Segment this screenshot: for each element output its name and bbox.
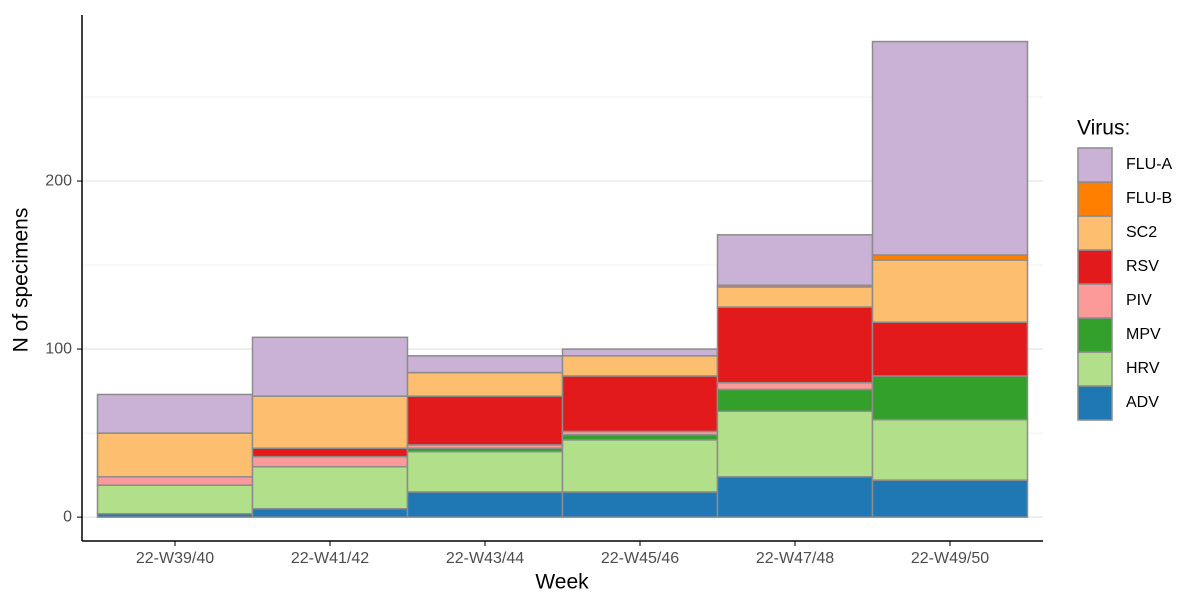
bar-segment: [871, 479, 1029, 518]
legend-key: [1077, 249, 1113, 285]
x-axis-title: Week: [535, 571, 589, 594]
y-tick-label: 200: [45, 172, 72, 189]
bar-segment: [251, 336, 409, 397]
legend-key: [1077, 147, 1113, 183]
x-tick-label: 22-W39/40: [136, 550, 214, 567]
bar-segment: [406, 355, 564, 374]
bar-segment: [561, 434, 719, 441]
bar-segment: [96, 476, 254, 486]
bar-segment: [871, 259, 1029, 323]
y-tick-label: 0: [63, 508, 72, 525]
bar-segment: [716, 381, 874, 391]
bar-segment: [561, 439, 719, 493]
bar-segment: [251, 465, 409, 510]
bar-segment: [871, 321, 1029, 377]
bar-segment: [716, 286, 874, 308]
legend-label: ADV: [1126, 394, 1159, 411]
x-tick-label: 22-W41/42: [291, 550, 369, 567]
y-tick-label: 100: [45, 340, 72, 357]
bar-segment: [251, 455, 409, 468]
legend-key: [1077, 351, 1113, 387]
legend-label: MPV: [1126, 326, 1161, 343]
legend-label: SC2: [1126, 224, 1157, 241]
x-tick-label: 22-W43/44: [446, 550, 524, 567]
y-axis-title: N of specimens: [10, 208, 33, 353]
bar-segment: [716, 410, 874, 478]
bar-segment: [871, 40, 1029, 256]
legend-label: HRV: [1126, 360, 1160, 377]
bar-segment: [96, 432, 254, 478]
bar-segment: [716, 234, 874, 286]
bar-segment: [871, 375, 1029, 421]
bar-segment: [406, 450, 564, 493]
legend-key: [1077, 317, 1113, 353]
bar-segment: [871, 418, 1029, 481]
legend-key: [1077, 215, 1113, 251]
bar-segment: [561, 491, 719, 518]
x-tick-label: 22-W45/46: [601, 550, 679, 567]
legend-label: FLU-A: [1126, 156, 1173, 173]
legend-key: [1077, 181, 1113, 217]
legend-label: FLU-B: [1126, 190, 1172, 207]
legend-key: [1077, 385, 1113, 421]
bar-segment: [716, 476, 874, 518]
bar-segment: [406, 371, 564, 397]
bar-segment: [561, 348, 719, 357]
legend-key: [1077, 283, 1113, 319]
bar-segment: [406, 395, 564, 446]
legend-label: RSV: [1126, 258, 1159, 275]
x-tick-label: 22-W49/50: [911, 550, 989, 567]
bar-segment: [561, 375, 719, 433]
x-tick-label: 22-W47/48: [756, 550, 834, 567]
bar-segment: [561, 355, 719, 377]
bar-segment: [251, 395, 409, 449]
bar-segment: [251, 447, 409, 458]
bar-segment: [716, 388, 874, 413]
bar-segment: [96, 484, 254, 515]
legend-title: Virus:: [1077, 117, 1130, 140]
legend-label: PIV: [1126, 292, 1152, 309]
bar-segment: [96, 393, 254, 434]
bar-segment: [406, 491, 564, 518]
bar-segment: [716, 306, 874, 384]
bar-segment: [251, 507, 409, 518]
bar-segment: [871, 254, 1029, 261]
